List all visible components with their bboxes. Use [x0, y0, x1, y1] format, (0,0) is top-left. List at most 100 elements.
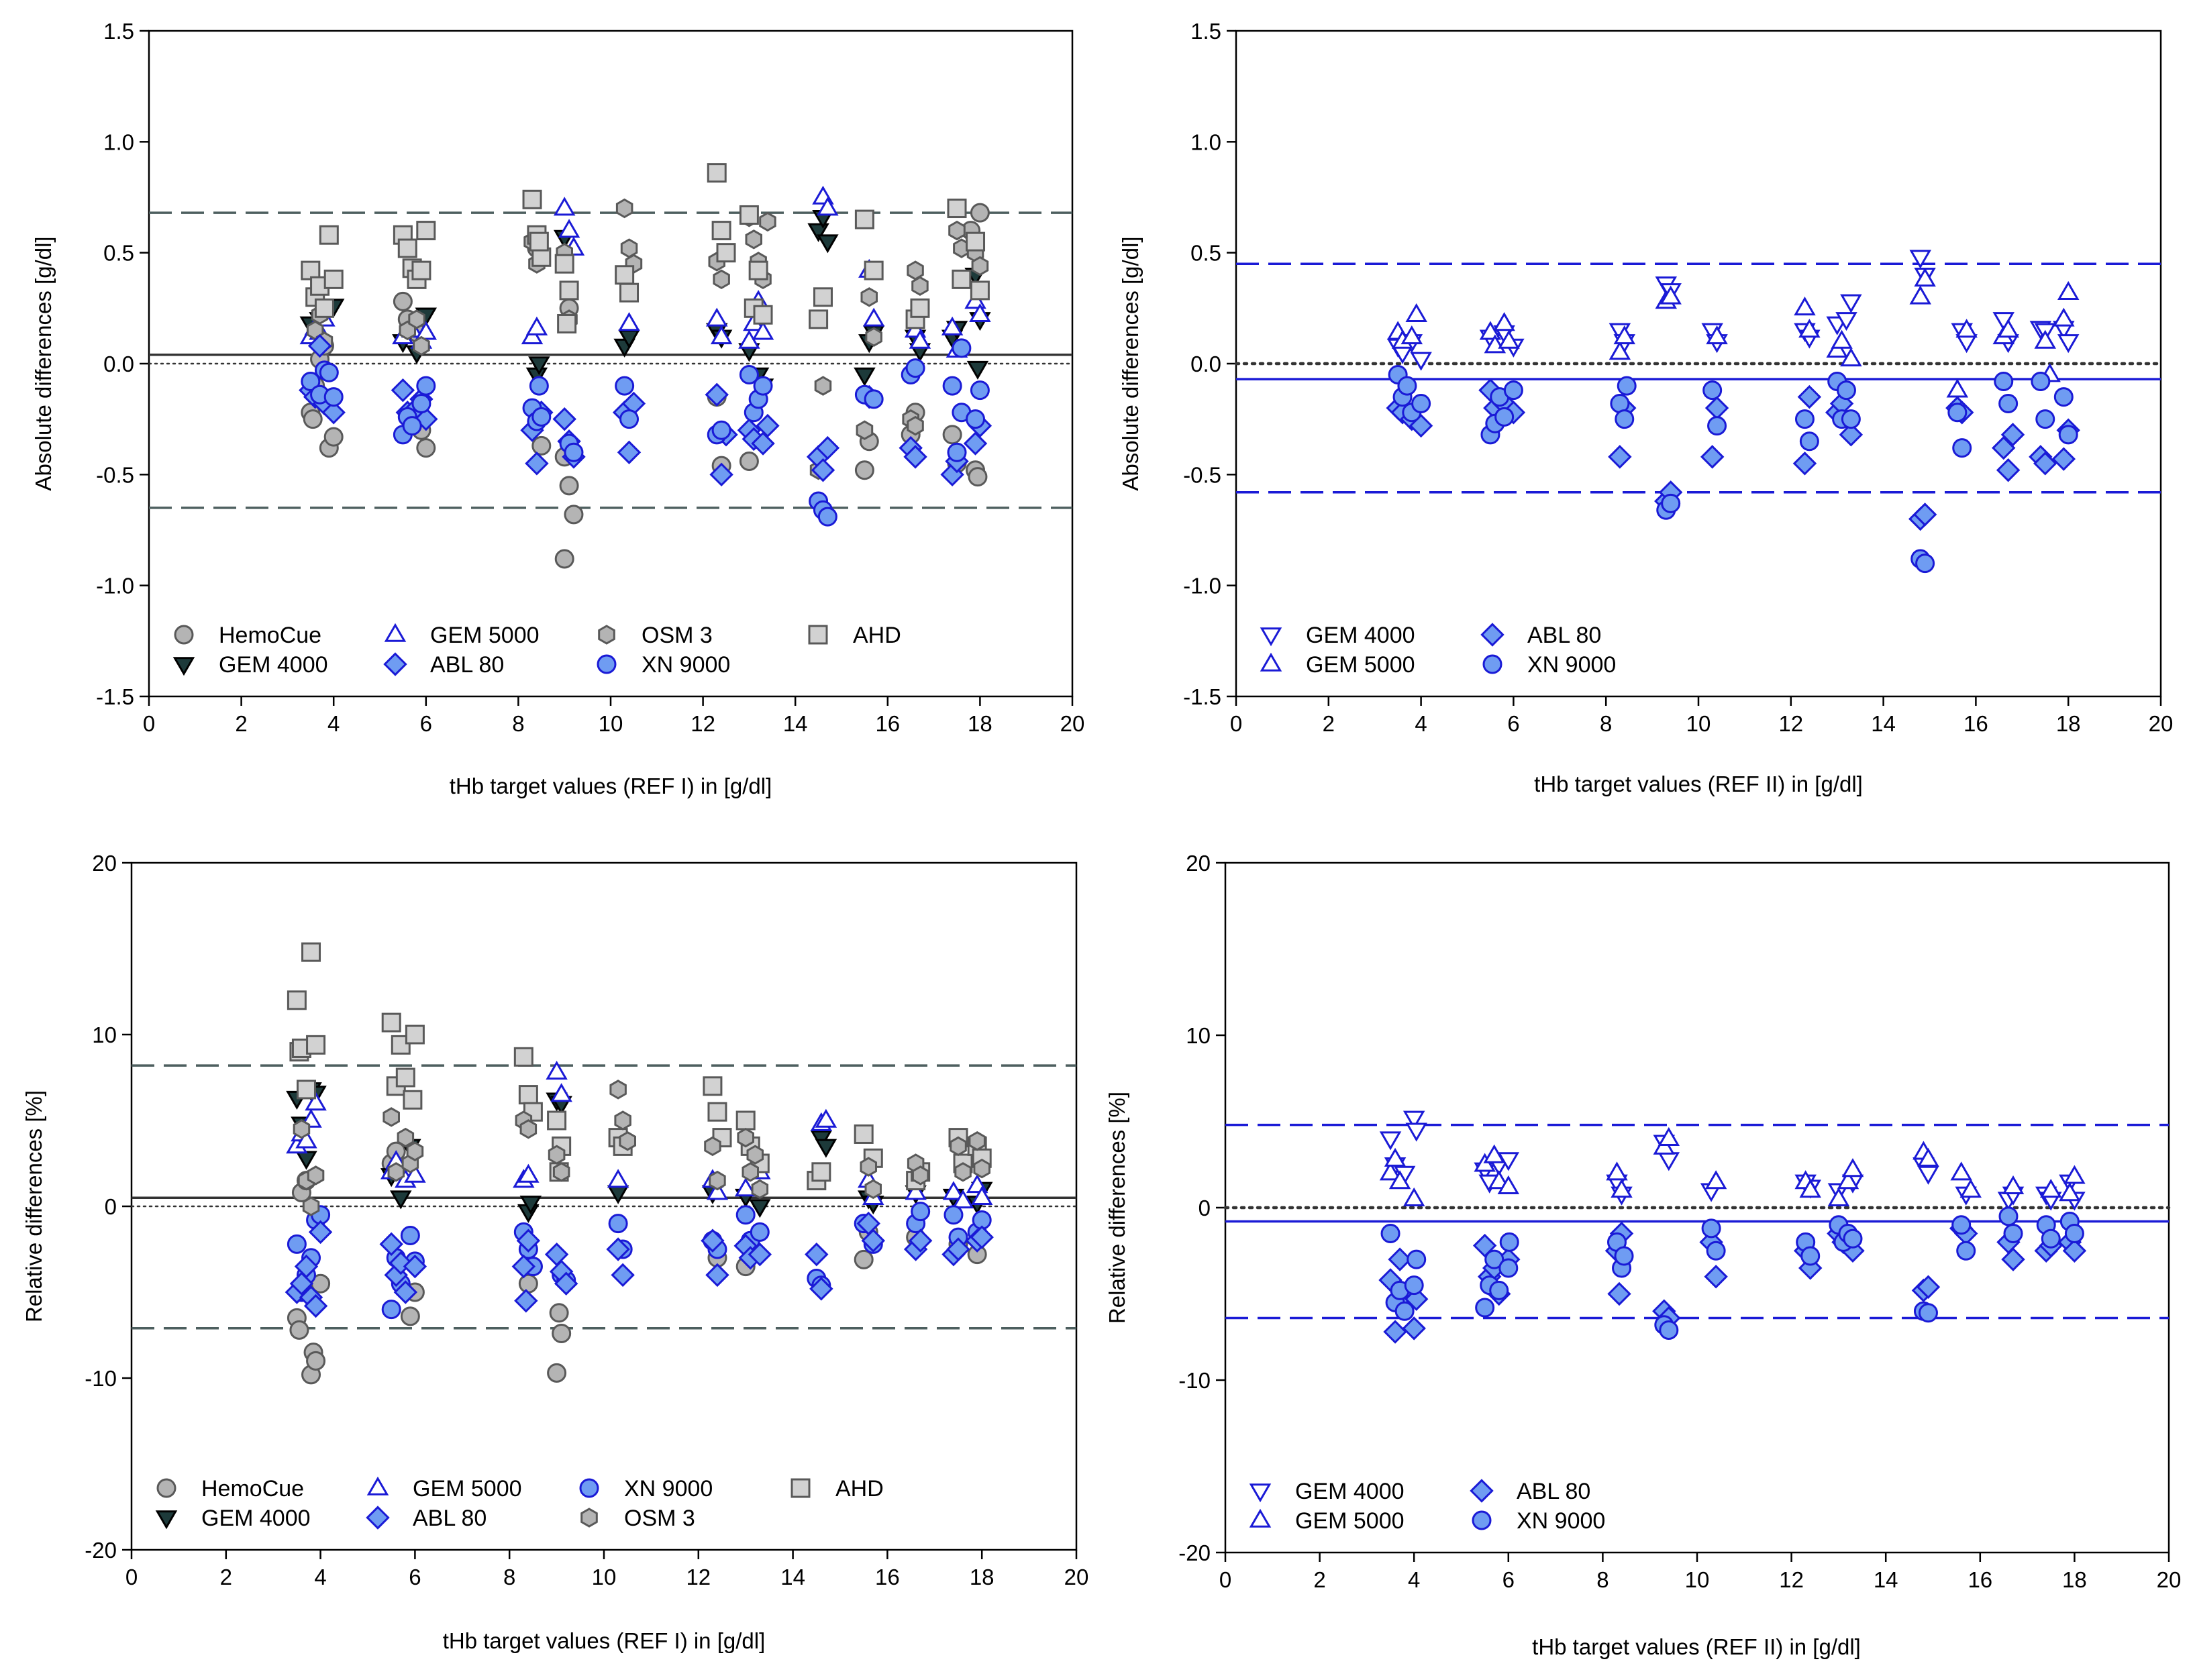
data-point [1998, 1206, 2019, 1226]
data-point [400, 1306, 420, 1326]
data-point [323, 427, 344, 447]
data-point [381, 1300, 401, 1320]
data-point [942, 1181, 965, 1200]
data-point [1397, 376, 1417, 396]
data-point [735, 1110, 756, 1131]
data-point [549, 1303, 569, 1323]
data-point [529, 231, 549, 252]
data-point [1400, 325, 1423, 345]
data-point [815, 1139, 837, 1158]
data-point [1704, 1265, 1728, 1289]
data-point [817, 507, 837, 527]
data-point [408, 309, 425, 329]
data-point [615, 198, 633, 219]
data-point [319, 225, 339, 245]
data-point [942, 425, 962, 445]
data-point [1608, 445, 1632, 469]
data-point [805, 1242, 829, 1267]
legend: HemoCue GEM 5000 XN 9000 AHD GEM 4000 ABL 80 O… [155, 1476, 884, 1531]
data-point [518, 1085, 538, 1105]
data-point [709, 462, 733, 487]
data-point [745, 229, 762, 250]
data-point [1827, 1187, 1850, 1206]
data-point [528, 356, 550, 376]
data-point [609, 1080, 627, 1100]
data-point [864, 389, 884, 409]
data-point [911, 1202, 931, 1222]
data-point [1659, 1320, 1679, 1340]
y-tick-label: -1.0 [96, 574, 134, 598]
data-point [854, 1124, 874, 1144]
series-ahd [287, 942, 992, 1191]
y-axis-label: Relative differences [%] [21, 1090, 46, 1322]
data-point [815, 435, 840, 460]
data-point [1499, 1232, 1519, 1252]
y-tick-label: -0.5 [1183, 462, 1221, 487]
legend-marker [366, 1476, 389, 1495]
series-gem-5000 [1386, 268, 2080, 398]
data-point [752, 321, 774, 340]
data-point [1658, 1126, 1680, 1146]
y-tick-label: 1.5 [103, 19, 134, 44]
legend: HemoCue GEM 5000 OSM 3 AHD GEM 4000 ABL 80 XN … [172, 623, 901, 678]
data-point [709, 1170, 726, 1191]
data-point [947, 199, 967, 219]
data-point [519, 1196, 542, 1215]
x-tick-label: 18 [968, 711, 992, 736]
data-point [379, 1232, 403, 1257]
data-point [947, 442, 967, 462]
data-point [749, 1199, 771, 1218]
data-point [705, 382, 729, 407]
x-tick-label: 14 [780, 1565, 805, 1589]
data-point [1701, 1218, 1721, 1239]
legend-marker [579, 1478, 599, 1498]
x-tick-label: 12 [1779, 1567, 1804, 1592]
series-xn-9000 [1380, 1206, 2084, 1340]
data-point [710, 325, 733, 345]
data-point [1841, 1158, 1864, 1177]
data-point [294, 1254, 319, 1279]
data-point [617, 440, 642, 464]
data-point [559, 476, 579, 496]
data-point [1661, 493, 1681, 513]
series-gem-5000 [286, 1061, 993, 1209]
x-tick-label: 18 [970, 1565, 994, 1589]
data-point [854, 209, 874, 229]
legend-label: ABL 80 [413, 1506, 487, 1531]
data-point [751, 431, 775, 456]
data-point [511, 1254, 536, 1279]
x-tick-label: 20 [1060, 711, 1085, 736]
data-point [614, 1110, 631, 1131]
data-point [387, 1162, 405, 1182]
x-tick-label: 8 [503, 1565, 515, 1589]
data-point [1909, 250, 1931, 269]
x-tick-label: 4 [327, 711, 340, 736]
data-point [301, 942, 321, 962]
x-tick-label: 16 [875, 711, 900, 736]
data-point [2033, 452, 2057, 476]
data-point [414, 407, 438, 431]
data-point [756, 413, 780, 438]
legend-label: GEM 5000 [1295, 1508, 1405, 1534]
data-point [1800, 1246, 1821, 1266]
legend-marker [1480, 623, 1504, 647]
legend-marker [174, 625, 194, 645]
data-point [1831, 329, 1853, 349]
data-point [814, 376, 832, 396]
x-tick-label: 20 [2149, 711, 2174, 736]
data-point [748, 1242, 772, 1267]
data-point [1498, 329, 1520, 349]
x-tick-label: 4 [314, 1565, 326, 1589]
data-point [966, 231, 986, 252]
data-point [389, 1251, 413, 1275]
data-point [303, 409, 323, 429]
data-point [705, 307, 728, 327]
y-tick-label: -1.5 [96, 684, 134, 709]
data-point [1836, 380, 1856, 401]
data-point [1405, 1122, 1427, 1142]
data-point [971, 256, 989, 276]
data-point [1792, 452, 1817, 476]
data-point [1704, 1170, 1727, 1190]
legend-marker [383, 652, 407, 676]
legend-label: GEM 4000 [1306, 623, 1415, 648]
